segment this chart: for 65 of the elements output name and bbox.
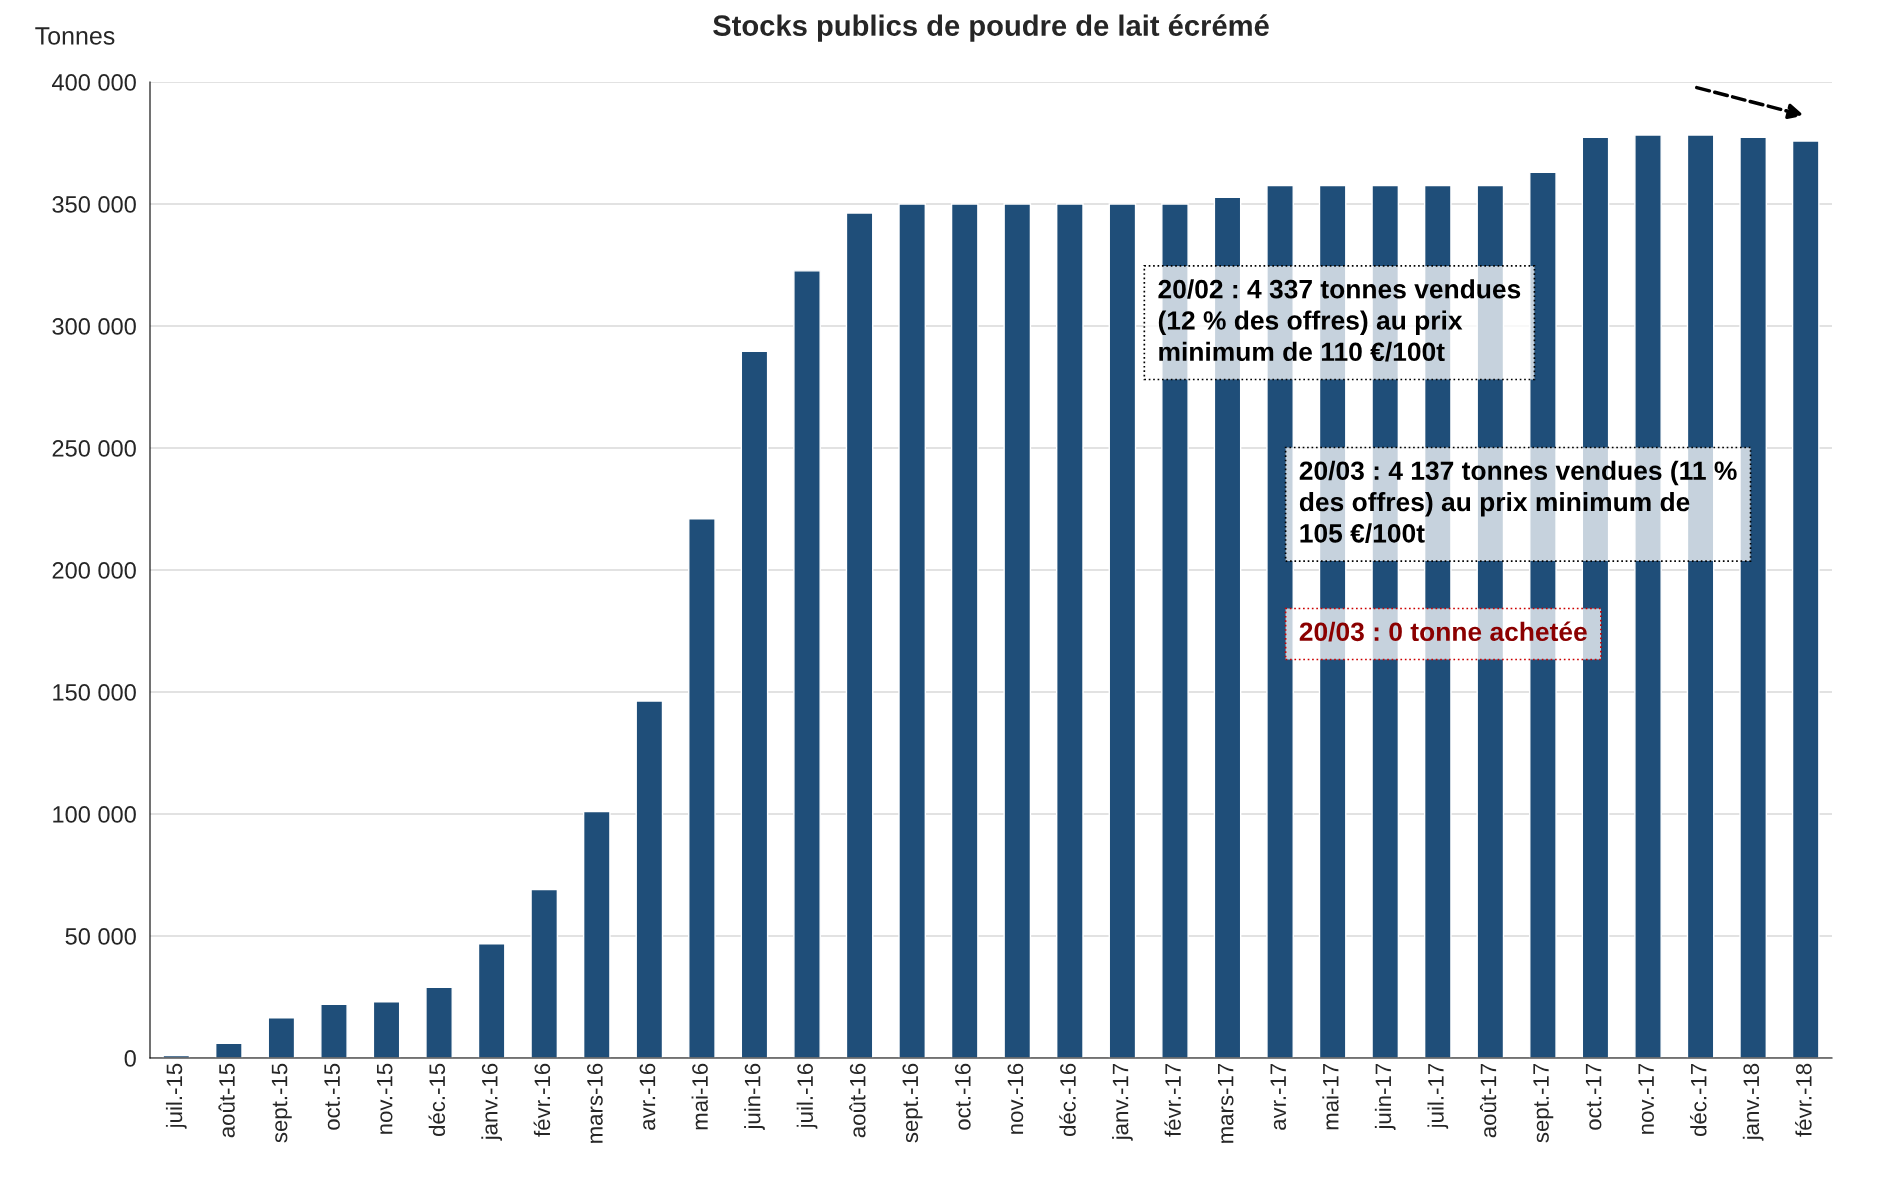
bar	[1791, 140, 1820, 1058]
bar	[793, 270, 821, 1058]
x-tick-label: oct.-15	[324, 1063, 340, 1130]
bar	[740, 350, 769, 1058]
x-tick-label: mai-16	[691, 1063, 708, 1130]
x-tick-label: août-16	[849, 1063, 866, 1138]
bar	[845, 212, 874, 1058]
x-tick-label: juil.-16	[796, 1063, 818, 1129]
x-tick-label: mai-17	[1322, 1063, 1339, 1130]
x-tick-label: mars-17	[1217, 1063, 1234, 1143]
x-tick-label: sept.-16	[902, 1063, 923, 1143]
x-tick-label: févr.-18	[1795, 1063, 1812, 1137]
y-tick-label: 200 000	[52, 562, 136, 579]
x-tick-label: déc.-16	[1059, 1063, 1076, 1137]
annotation: 20/03 : 0 tonne achetée	[1299, 621, 1587, 642]
bar	[582, 810, 611, 1058]
y-tick-label: 50 000	[65, 928, 136, 945]
x-tick-label: oct.-16	[954, 1063, 971, 1130]
bar	[1056, 203, 1084, 1058]
y-tick-label: 0	[124, 1050, 136, 1067]
x-tick-label: août-17	[1479, 1063, 1497, 1138]
x-tick-label: sept.-17	[1533, 1063, 1554, 1143]
y-tick-label: 350 000	[52, 196, 136, 213]
x-tick-label: juin-16	[744, 1063, 765, 1131]
x-tick-label: déc.-17	[1689, 1063, 1707, 1137]
x-tick-label: janv.-16	[481, 1063, 503, 1141]
x-tick-label: janv.-18	[1742, 1063, 1764, 1141]
bar	[215, 1042, 243, 1058]
bar	[320, 1003, 348, 1058]
x-tick-label: mars-16	[587, 1063, 603, 1143]
y-tick-label: 100 000	[53, 806, 136, 823]
bar	[425, 986, 453, 1058]
x-tick-label: nov.-16	[1007, 1063, 1024, 1134]
y-axis-title: Tonnes	[35, 27, 115, 45]
x-tick-label: avr.-16	[639, 1063, 656, 1130]
x-tick-label: févr.-16	[533, 1063, 551, 1137]
x-tick-label: nov.-15	[376, 1063, 393, 1134]
x-tick-label: sept.-15	[271, 1063, 292, 1143]
x-tick-label: nov.-17	[1638, 1063, 1654, 1134]
bar	[530, 888, 559, 1058]
x-tick-label: avr.-17	[1270, 1063, 1287, 1130]
annotation: 20/02 : 4 337 tonnes vendues (12 % des offres) au prix minimum de 110 €/100t	[1158, 279, 1521, 362]
bar	[898, 203, 926, 1058]
bar	[267, 1017, 296, 1058]
x-tick-label: déc.-15	[428, 1063, 446, 1137]
bar	[950, 203, 979, 1058]
x-tick-label: août-15	[218, 1063, 235, 1138]
y-tick-label: 250 000	[52, 440, 136, 457]
y-tick-label: 150 000	[53, 684, 136, 701]
x-tick-label: oct.-17	[1585, 1063, 1602, 1130]
bar	[1108, 203, 1137, 1058]
bar	[688, 518, 716, 1058]
chart-title: Stocks publics de poudre de lait écrémé	[713, 14, 1269, 42]
bar	[1003, 203, 1032, 1058]
x-tick-label: févr.-17	[1164, 1063, 1181, 1137]
x-tick-label: juil.-17	[1427, 1063, 1449, 1129]
bar	[635, 700, 664, 1058]
x-tick-label: janv.-17	[1112, 1063, 1133, 1141]
x-tick-label: juil.-15	[165, 1063, 187, 1129]
x-tick-label: juin-17	[1374, 1063, 1396, 1131]
bar	[477, 943, 506, 1058]
y-tick-label: 400 000	[52, 74, 136, 91]
annotation: 20/03 : 4 137 tonnes vendues (11 % des offres) au prix minimum de 105 €/100t	[1299, 460, 1737, 543]
y-tick-label: 300 000	[52, 318, 136, 335]
bar	[372, 1001, 401, 1058]
